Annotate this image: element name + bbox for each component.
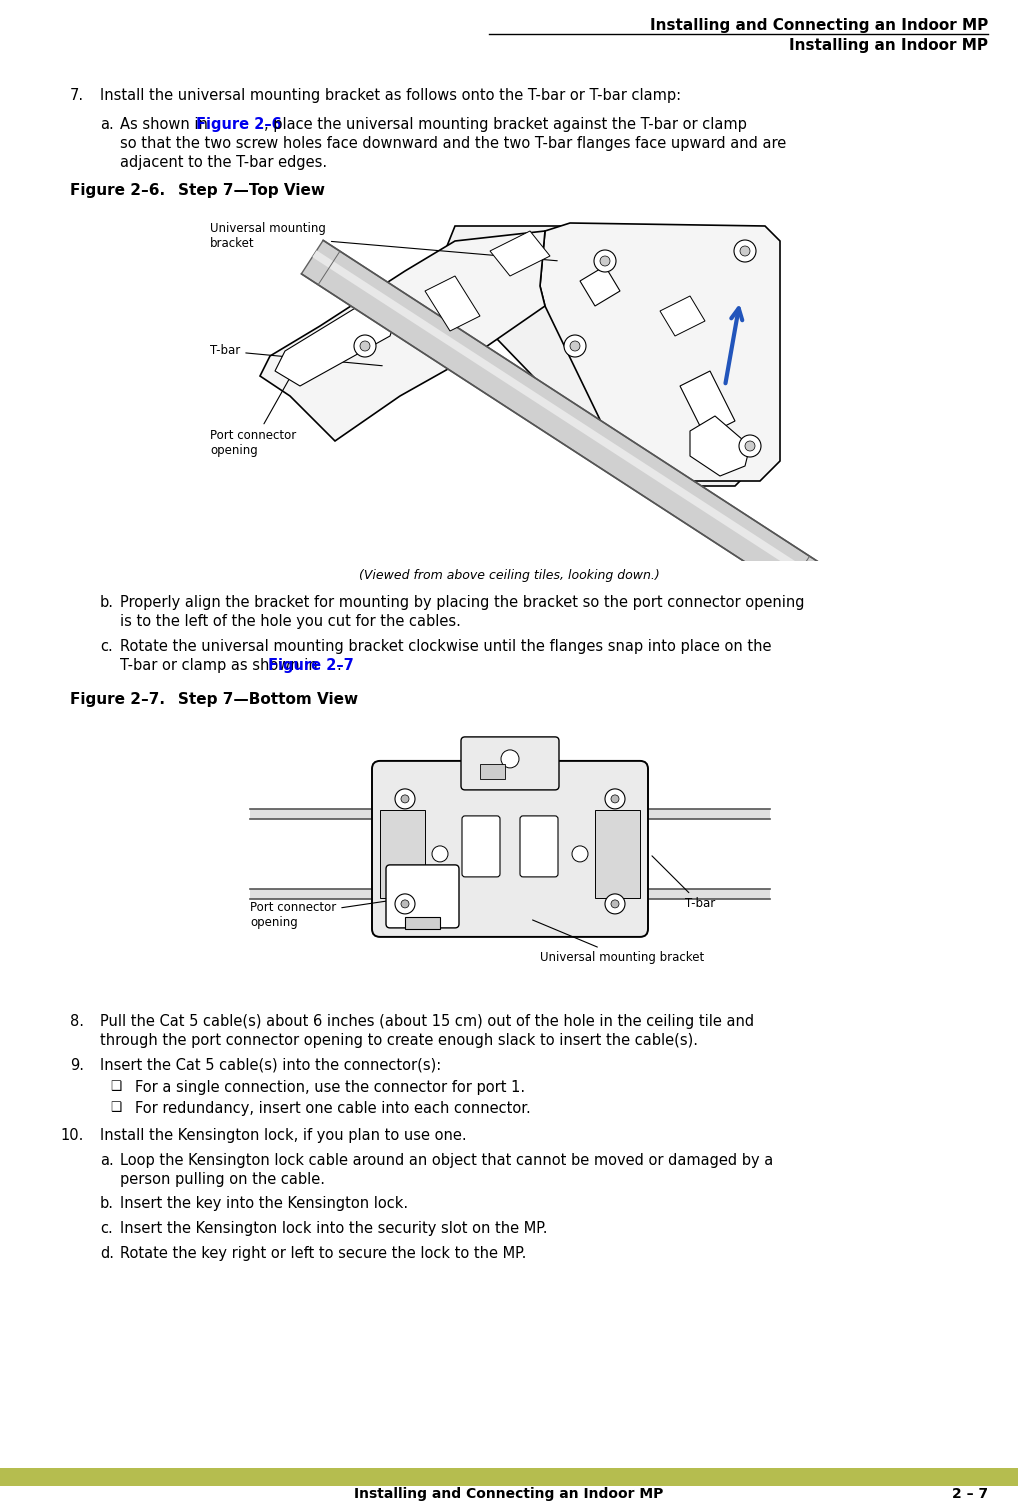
Polygon shape <box>680 370 735 437</box>
Text: d.: d. <box>100 1245 114 1261</box>
FancyBboxPatch shape <box>372 761 648 937</box>
Bar <box>0 1468 1018 1486</box>
Text: Insert the Kensington lock into the security slot on the MP.: Insert the Kensington lock into the secu… <box>120 1221 548 1236</box>
Circle shape <box>593 250 616 273</box>
Circle shape <box>395 789 415 809</box>
Polygon shape <box>301 241 827 601</box>
Circle shape <box>432 846 448 861</box>
Text: Universal mounting
bracket: Universal mounting bracket <box>210 221 557 261</box>
Bar <box>250 889 770 899</box>
Circle shape <box>605 895 625 914</box>
Polygon shape <box>580 267 620 306</box>
Circle shape <box>395 895 415 914</box>
Circle shape <box>600 256 610 267</box>
Circle shape <box>354 334 376 357</box>
Bar <box>480 764 505 779</box>
Text: adjacent to the T-bar edges.: adjacent to the T-bar edges. <box>120 155 327 170</box>
Text: Figure 2–6.  Step 7—Top View: Figure 2–6. Step 7—Top View <box>70 184 325 197</box>
Polygon shape <box>275 297 400 386</box>
Text: 8.: 8. <box>70 1014 84 1029</box>
Text: Installing and Connecting an Indoor MP: Installing and Connecting an Indoor MP <box>354 1486 664 1501</box>
Text: Installing an Indoor MP: Installing an Indoor MP <box>789 38 988 53</box>
Text: a.: a. <box>100 116 114 131</box>
Text: .: . <box>336 658 341 673</box>
Text: Properly align the bracket for mounting by placing the bracket so the port conne: Properly align the bracket for mounting … <box>120 595 804 610</box>
Text: , place the universal mounting bracket against the T-bar or clamp: , place the universal mounting bracket a… <box>264 116 747 131</box>
Text: person pulling on the cable.: person pulling on the cable. <box>120 1172 325 1187</box>
Text: Port connector
opening: Port connector opening <box>210 354 303 456</box>
Bar <box>405 917 440 929</box>
Text: so that the two screw holes face downward and the two T-bar flanges face upward : so that the two screw holes face downwar… <box>120 136 786 151</box>
Circle shape <box>611 901 619 908</box>
Circle shape <box>605 789 625 809</box>
Bar <box>595 810 640 898</box>
Text: through the port connector opening to create enough slack to insert the cable(s): through the port connector opening to cr… <box>100 1033 698 1048</box>
Circle shape <box>611 795 619 803</box>
Bar <box>380 810 425 898</box>
Text: 7.: 7. <box>70 87 84 102</box>
Circle shape <box>745 441 755 450</box>
Text: is to the left of the hole you cut for the cables.: is to the left of the hole you cut for t… <box>120 614 461 630</box>
Text: For a single connection, use the connector for port 1.: For a single connection, use the connect… <box>135 1080 525 1095</box>
Polygon shape <box>260 230 545 441</box>
Text: Rotate the key right or left to secure the lock to the MP.: Rotate the key right or left to secure t… <box>120 1245 526 1261</box>
Polygon shape <box>445 226 760 486</box>
Text: Install the universal mounting bracket as follows onto the T-bar or T-bar clamp:: Install the universal mounting bracket a… <box>100 87 681 102</box>
Circle shape <box>401 901 409 908</box>
Text: Installing and Connecting an Indoor MP: Installing and Connecting an Indoor MP <box>649 18 988 33</box>
Circle shape <box>740 245 750 256</box>
Text: Pull the Cat 5 cable(s) about 6 inches (about 15 cm) out of the hole in the ceil: Pull the Cat 5 cable(s) about 6 inches (… <box>100 1014 754 1029</box>
Text: 9.: 9. <box>70 1057 84 1072</box>
Text: ❑: ❑ <box>110 1101 121 1114</box>
Text: 2 – 7: 2 – 7 <box>952 1486 988 1501</box>
Polygon shape <box>490 230 550 276</box>
Text: Figure 2–7: Figure 2–7 <box>268 658 353 673</box>
Polygon shape <box>313 250 819 584</box>
Polygon shape <box>690 416 750 476</box>
Circle shape <box>570 340 580 351</box>
Circle shape <box>572 846 588 861</box>
Text: b.: b. <box>100 1196 114 1211</box>
Text: Rotate the universal mounting bracket clockwise until the flanges snap into plac: Rotate the universal mounting bracket cl… <box>120 639 772 654</box>
FancyBboxPatch shape <box>520 816 558 876</box>
Circle shape <box>501 750 519 768</box>
Text: As shown in: As shown in <box>120 116 213 131</box>
FancyBboxPatch shape <box>461 736 559 791</box>
Text: T-bar: T-bar <box>652 855 716 911</box>
Text: Install the Kensington lock, if you plan to use one.: Install the Kensington lock, if you plan… <box>100 1128 466 1143</box>
Circle shape <box>739 435 761 456</box>
FancyBboxPatch shape <box>462 816 500 876</box>
Text: 10.: 10. <box>60 1128 83 1143</box>
Text: Universal mounting bracket: Universal mounting bracket <box>532 920 704 964</box>
Text: T-bar: T-bar <box>210 345 382 366</box>
Circle shape <box>401 795 409 803</box>
Circle shape <box>734 239 756 262</box>
Text: a.: a. <box>100 1152 114 1167</box>
Text: T-bar or clamp as shown in: T-bar or clamp as shown in <box>120 658 323 673</box>
Bar <box>250 809 770 819</box>
Text: For redundancy, insert one cable into each connector.: For redundancy, insert one cable into ea… <box>135 1101 530 1116</box>
Text: ❑: ❑ <box>110 1080 121 1093</box>
Polygon shape <box>660 297 705 336</box>
Text: b.: b. <box>100 595 114 610</box>
Text: Insert the key into the Kensington lock.: Insert the key into the Kensington lock. <box>120 1196 408 1211</box>
FancyBboxPatch shape <box>386 864 459 928</box>
Circle shape <box>564 334 586 357</box>
Text: c.: c. <box>100 1221 113 1236</box>
Polygon shape <box>540 223 780 480</box>
Text: Figure 2–6: Figure 2–6 <box>196 116 282 131</box>
Text: Port connector
opening: Port connector opening <box>250 895 433 929</box>
Circle shape <box>360 340 370 351</box>
Text: (Viewed from above ceiling tiles, looking down.): (Viewed from above ceiling tiles, lookin… <box>358 569 660 581</box>
Text: Insert the Cat 5 cable(s) into the connector(s):: Insert the Cat 5 cable(s) into the conne… <box>100 1057 441 1072</box>
Text: c.: c. <box>100 639 113 654</box>
Text: Loop the Kensington lock cable around an object that cannot be moved or damaged : Loop the Kensington lock cable around an… <box>120 1152 774 1167</box>
Polygon shape <box>425 276 480 331</box>
Text: Figure 2–7.  Step 7—Bottom View: Figure 2–7. Step 7—Bottom View <box>70 691 358 706</box>
